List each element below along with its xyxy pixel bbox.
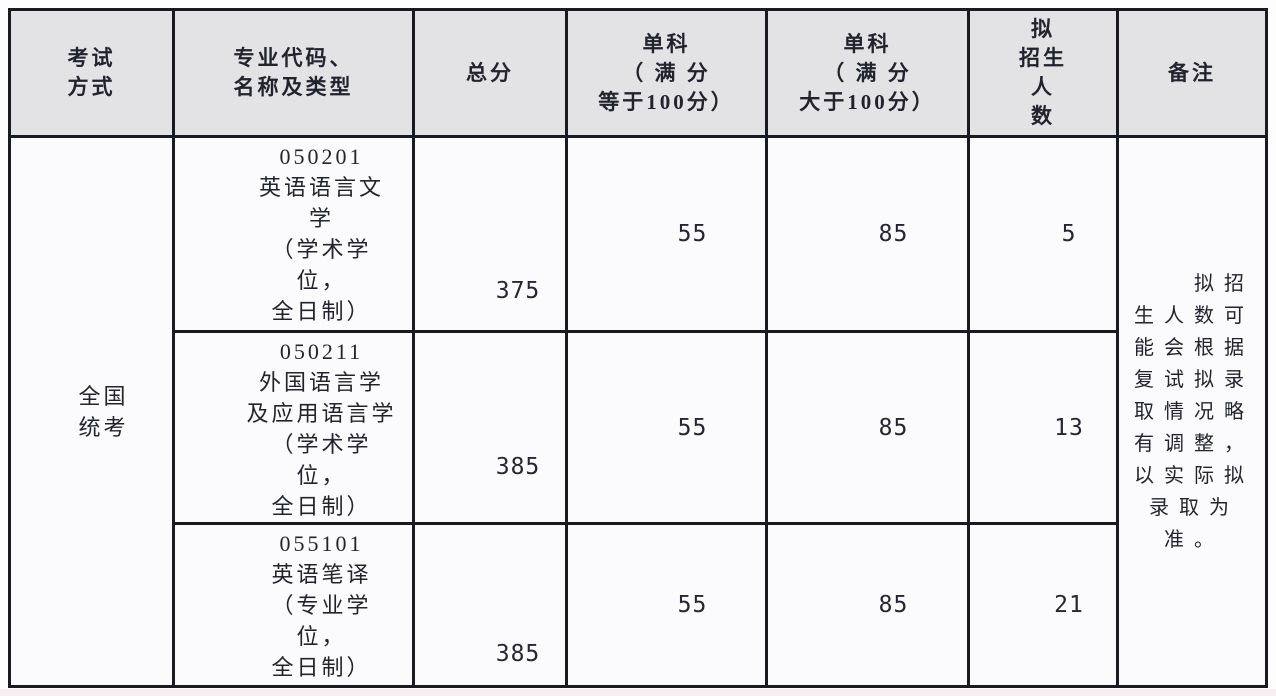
- header-single-subject-gt100: 单科 （ 满 分 大于100分）: [768, 11, 967, 135]
- header-remarks: 备注: [1119, 11, 1265, 135]
- total-score-row1: 375: [415, 138, 565, 330]
- exam-method-value: 全国 统考: [11, 138, 172, 685]
- major-cell-row2: 050211 外国语言学 及应用语言学 （学术学 位， 全日制）: [175, 333, 412, 522]
- page-bottom-margin: [0, 689, 1276, 696]
- single-eq100-row2: 55: [568, 333, 765, 522]
- header-total-score: 总分: [415, 11, 565, 135]
- single-eq100-row3: 55: [568, 525, 765, 685]
- enrollment-row1: 5: [970, 138, 1116, 330]
- single-gt100-row3: 85: [768, 525, 967, 685]
- single-gt100-row2: 85: [768, 333, 967, 522]
- header-major-code: 专业代码、 名称及类型: [175, 11, 412, 135]
- remarks-value-cell: 拟招 生人数可 能会根据 复试拟录 取情况略 有调整， 以实际拟 录取为 准。: [1119, 138, 1265, 685]
- total-score-row3: 385: [415, 525, 565, 685]
- total-score-row2: 385: [415, 333, 565, 522]
- header-single-subject-eq100: 单科 （ 满 分 等于100分）: [568, 11, 765, 135]
- admission-score-table: 考试 方式 专业代码、 名称及类型 总分 单科 （ 满 分 等于100分） 单科…: [8, 8, 1268, 688]
- major-cell-row3: 055101 英语笔译 （专业学 位， 全日制）: [175, 525, 412, 685]
- enrollment-row3: 21: [970, 525, 1116, 685]
- header-exam-method: 考试 方式: [11, 11, 172, 135]
- single-gt100-row1: 85: [768, 138, 967, 330]
- header-planned-enrollment: 拟 招生 人 数: [970, 11, 1116, 135]
- remarks-text: 拟招 生人数可 能会根据 复试拟录 取情况略 有调整， 以实际拟 录取为 准。: [1134, 272, 1254, 551]
- major-cell-row1: 050201 英语语言文 学 （学术学 位， 全日制）: [175, 138, 412, 330]
- enrollment-row2: 13: [970, 333, 1116, 522]
- single-eq100-row1: 55: [568, 138, 765, 330]
